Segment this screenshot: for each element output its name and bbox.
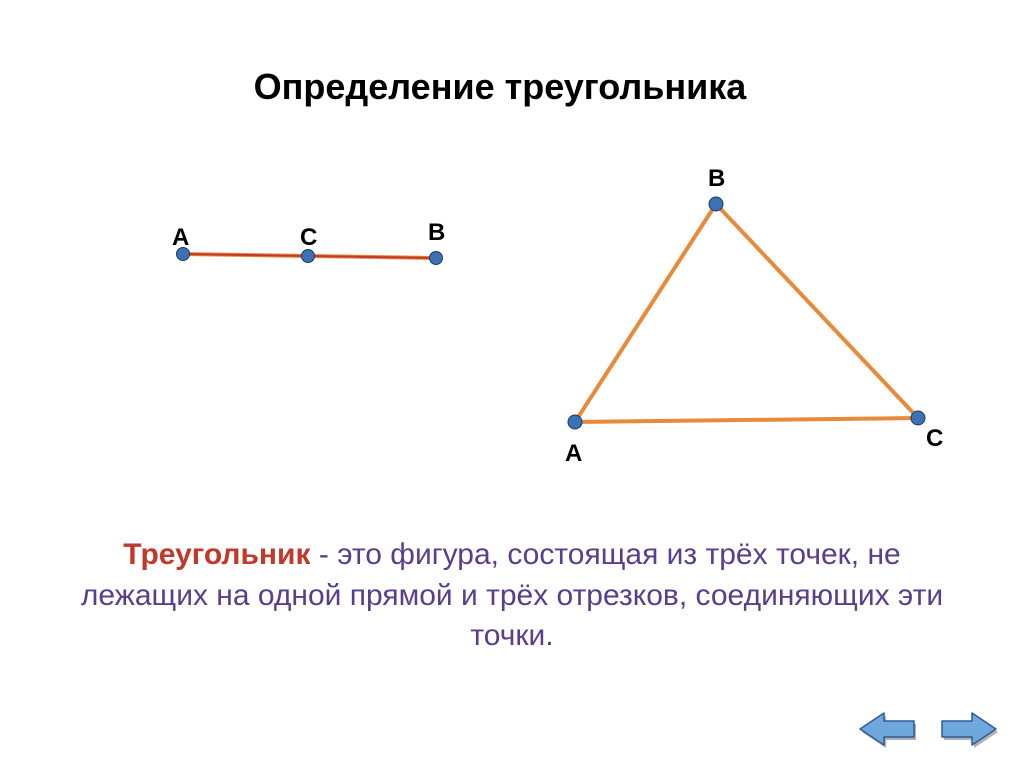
segment-label-a: А bbox=[172, 224, 189, 252]
triangle-label-b: В bbox=[708, 165, 725, 193]
segment-label-b: В bbox=[428, 219, 445, 247]
page-title: Определение треугольника bbox=[0, 66, 1000, 108]
definition-text: Треугольник - это фигура, состоящая из т… bbox=[60, 535, 964, 657]
definition-term: Треугольник bbox=[123, 538, 310, 571]
definition-sep: - bbox=[311, 538, 338, 571]
triangle-label-c: С bbox=[926, 425, 943, 453]
next-button[interactable] bbox=[936, 709, 1000, 749]
triangle-label-a: А bbox=[565, 440, 582, 468]
prev-button[interactable] bbox=[856, 709, 920, 749]
segment-label-c: С bbox=[300, 224, 317, 252]
